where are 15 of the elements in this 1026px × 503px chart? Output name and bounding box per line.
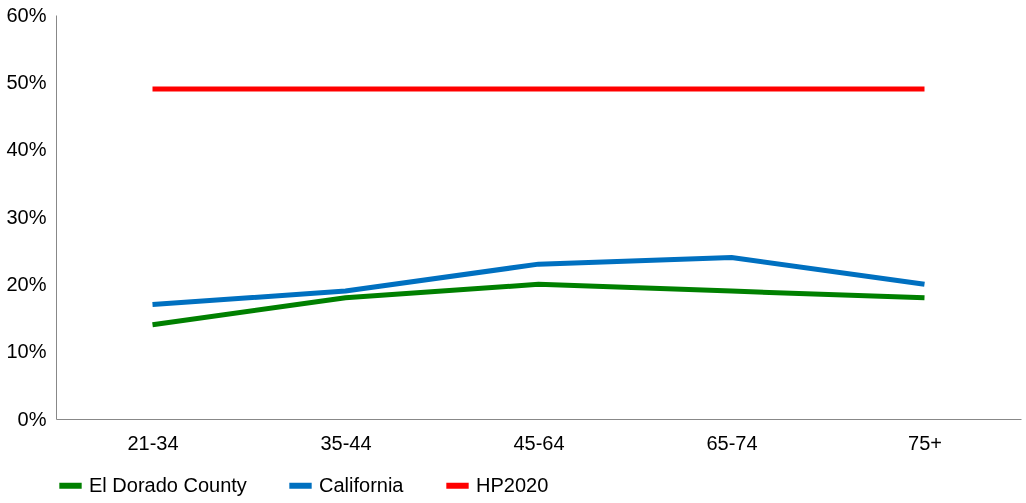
x-tick-label: 75+ <box>908 431 942 454</box>
legend-label: California <box>319 473 405 496</box>
legend-label: El Dorado County <box>89 473 247 496</box>
y-tick-label: 30% <box>6 205 47 228</box>
y-tick-label: 10% <box>6 340 47 363</box>
legend-label: HP2020 <box>476 473 549 496</box>
y-tick-label: 60% <box>6 3 47 26</box>
y-tick-label: 20% <box>6 272 47 295</box>
y-tick-label: 0% <box>17 407 47 430</box>
x-tick-label: 35-44 <box>320 431 372 454</box>
y-tick-label: 40% <box>6 138 47 161</box>
x-tick-label: 65-74 <box>706 431 758 454</box>
x-tick-label: 45-64 <box>513 431 565 454</box>
y-tick-label: 50% <box>6 70 47 93</box>
x-tick-label: 21-34 <box>127 431 179 454</box>
